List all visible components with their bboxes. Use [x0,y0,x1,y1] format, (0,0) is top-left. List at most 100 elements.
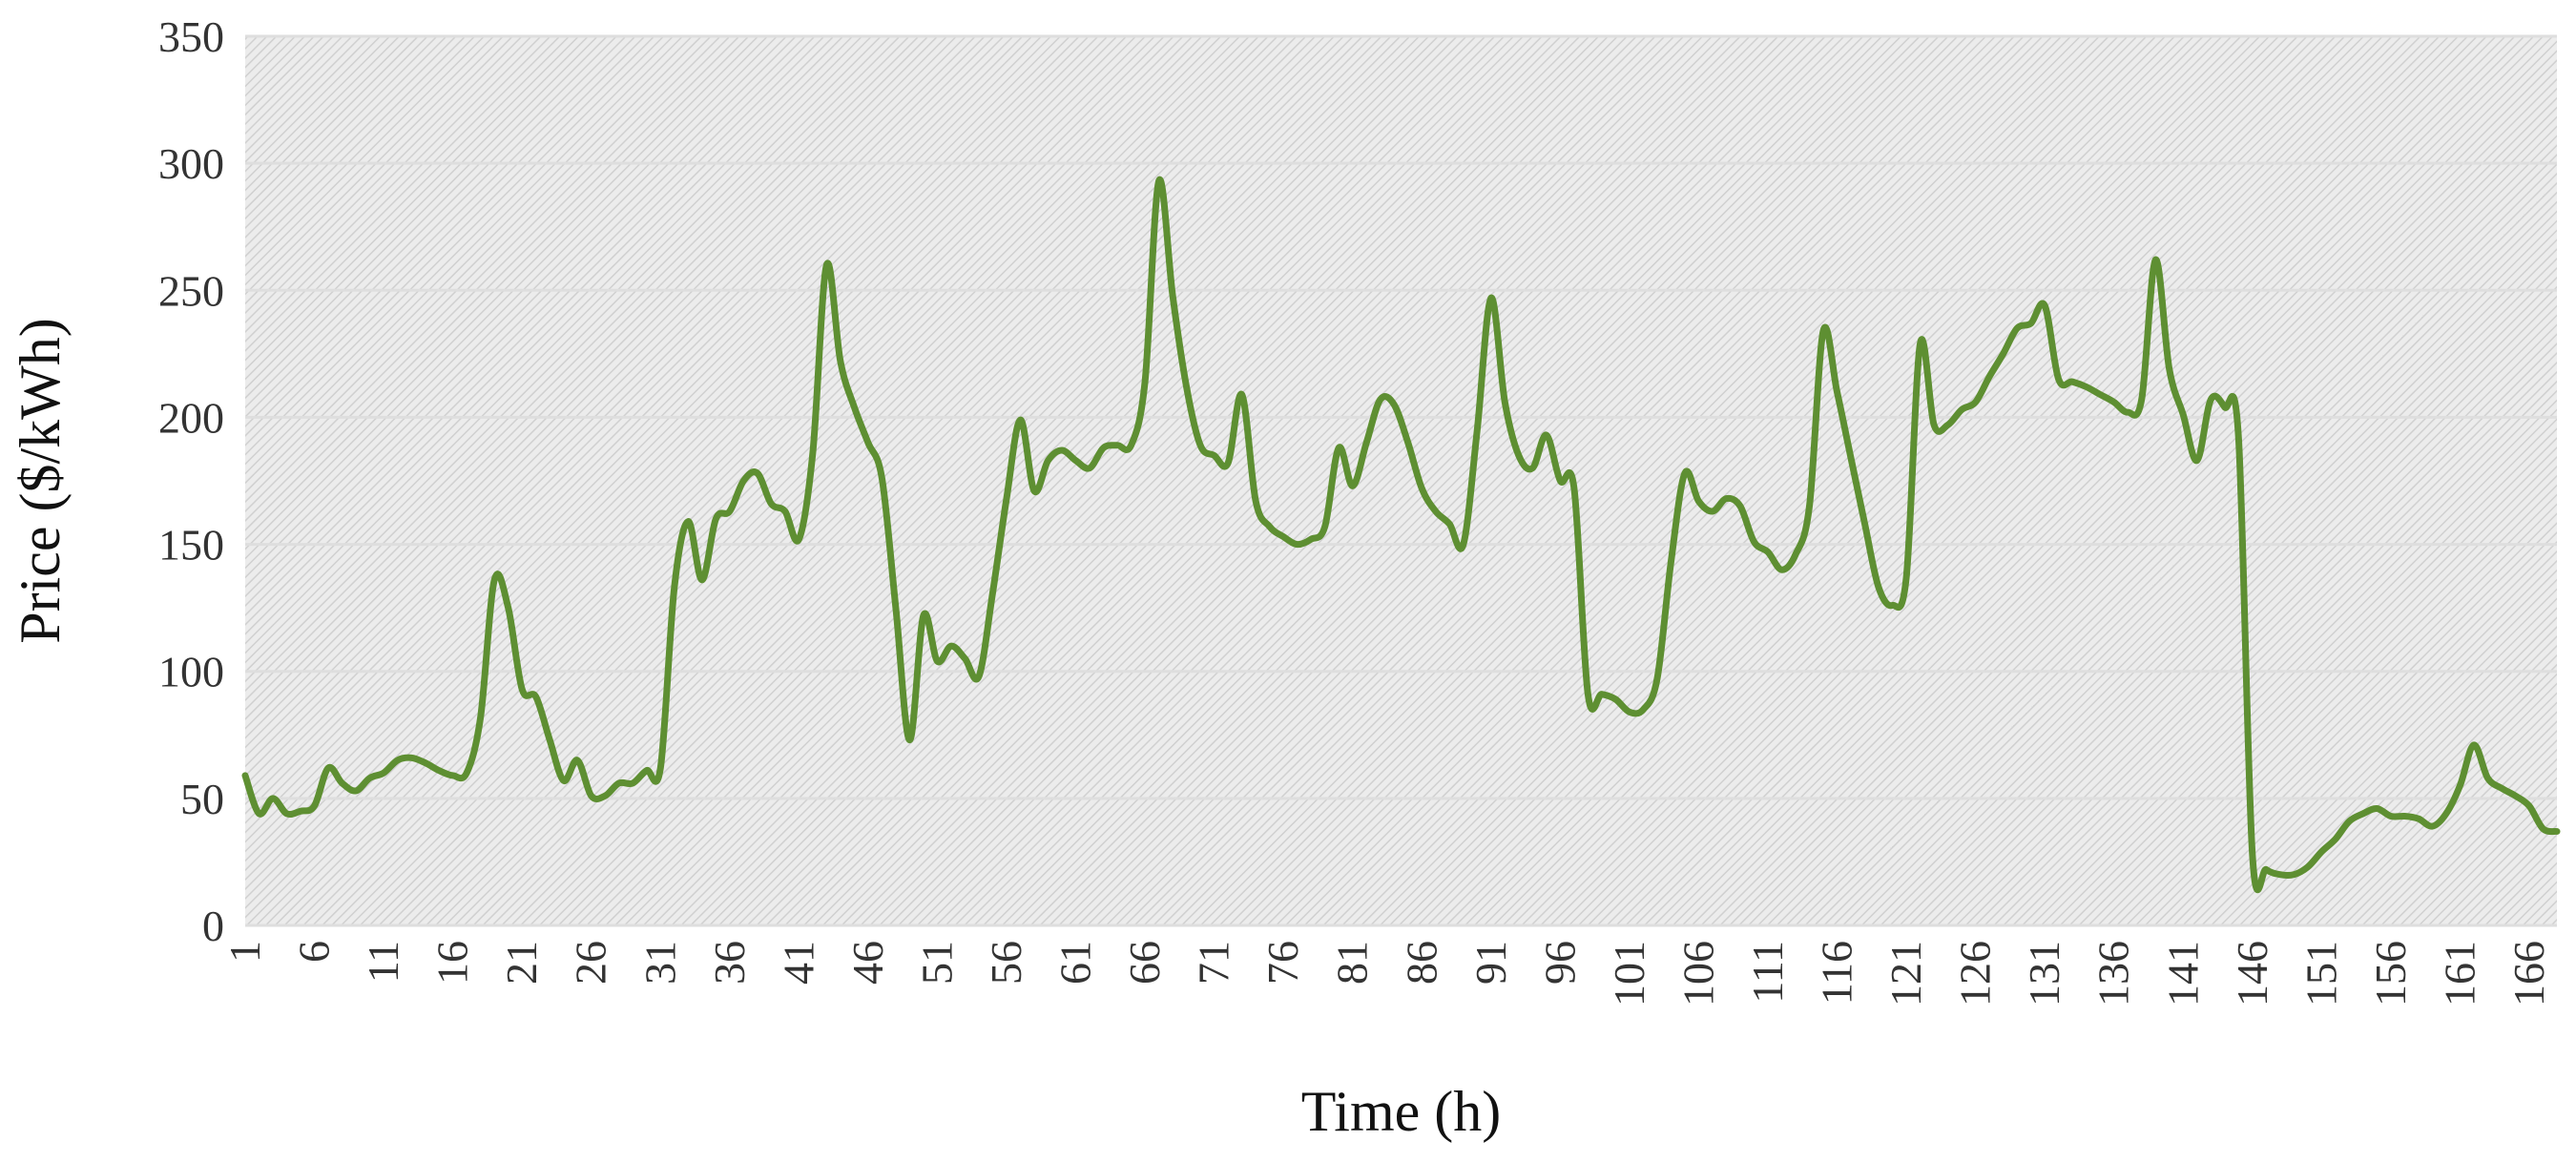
x-tick-label: 76 [1258,941,1307,985]
data-point [2111,400,2117,405]
data-point [1599,692,1605,697]
gridlines [245,34,2557,927]
data-point [1544,432,1549,438]
data-point [1114,443,1120,448]
data-point [312,803,318,809]
data-point [2001,351,2006,357]
data-point [353,788,359,794]
data-point [1197,443,1203,448]
data-point [464,770,469,776]
data-point [1807,504,1813,509]
data-point [2471,742,2477,748]
data-point [2180,412,2186,418]
x-tick-label: 11 [359,941,407,983]
data-point [630,780,635,786]
data-point [713,516,718,522]
data-point [823,262,829,268]
data-point [740,478,746,484]
x-tick-label: 41 [774,941,822,985]
data-point [2457,783,2462,789]
data-point [1612,696,1618,702]
data-point [810,450,816,456]
x-tick-label: 166 [2504,941,2553,1006]
x-tick-label: 146 [2228,941,2276,1006]
data-point [1986,374,1992,380]
x-tick-label: 151 [2296,941,2345,1006]
data-point [1295,542,1300,548]
data-point [2194,458,2200,464]
data-point [547,737,552,743]
data-point [1682,470,1688,476]
data-point [589,793,594,799]
data-point [2388,814,2394,820]
y-tick-label: 200 [158,393,224,442]
data-point [1046,458,1051,464]
data-point [906,737,912,743]
data-point [616,780,622,786]
data-point [602,793,608,799]
data-point [1446,521,1452,527]
x-tick-label: 56 [982,941,1030,985]
data-point [657,765,663,771]
data-point [2222,405,2228,410]
data-point [1059,447,1065,453]
data-point [1336,445,1341,450]
data-point [2360,811,2366,817]
data-point [1280,534,1286,540]
data-point [1724,496,1730,502]
data-point [325,765,331,771]
data-point [423,760,428,766]
data-point [1516,452,1522,458]
data-point [2526,803,2532,809]
data-point [381,770,386,776]
data-point [408,755,414,760]
data-point [963,655,968,661]
x-tick-label: 26 [567,941,615,985]
data-point [1640,707,1646,713]
data-point [436,768,442,774]
data-point [699,577,705,583]
data-point [395,757,401,763]
data-point [2513,793,2519,799]
y-tick-label: 250 [158,266,224,315]
data-point [2291,872,2296,878]
data-point [2056,377,2062,383]
data-point [851,405,857,410]
x-axis-title: Time (h) [1301,1080,1501,1143]
x-tick-label: 141 [2158,941,2207,1006]
data-point [1184,384,1190,390]
data-point [2014,325,2020,331]
y-tick-label: 300 [158,139,224,188]
x-axis-ticks: 1 6 11 16 21 26 31 36 41 46 51 56 61 66 71 76 81 86 91 96 10… [220,941,2553,1006]
data-point [1737,504,1743,509]
x-tick-label: 16 [428,941,477,985]
x-tick-label: 121 [1881,941,1930,1006]
data-point [976,674,982,679]
data-point [1710,508,1715,514]
data-point [2277,872,2283,878]
x-tick-label: 31 [635,941,684,985]
data-point [2499,785,2504,791]
x-tick-label: 161 [2435,941,2483,1006]
data-point [519,686,525,692]
data-point [2263,866,2269,872]
data-point [1571,486,1577,491]
data-point [242,773,248,778]
data-point [1101,445,1107,450]
data-point [1502,400,1507,405]
x-tick-label: 111 [1743,941,1792,1004]
data-point [2333,837,2338,842]
data-point [2250,851,2255,857]
x-tick-label: 126 [1951,941,2000,1006]
data-point [2042,302,2047,308]
data-point [796,536,801,542]
data-point [1876,585,1881,591]
data-point [2305,864,2311,870]
data-point [1350,483,1356,488]
data-point [685,519,691,525]
data-point [782,508,788,514]
data-point [1820,328,1826,334]
x-tick-label: 46 [843,941,892,985]
data-point [1931,422,1937,427]
